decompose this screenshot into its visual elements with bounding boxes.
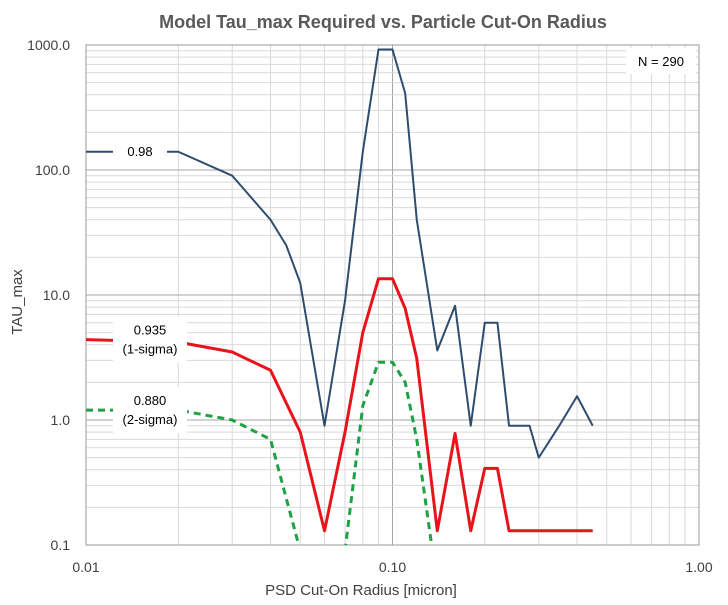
- grid: [86, 45, 699, 545]
- n-annotation: N = 290: [626, 48, 696, 74]
- y-tick-label: 1000.0: [27, 37, 70, 53]
- series-label-box: [113, 387, 187, 434]
- y-tick-label: 0.1: [51, 537, 71, 553]
- x-axis-title: PSD Cut-On Radius [micron]: [265, 582, 457, 599]
- series-label-1: 0.98: [113, 138, 167, 166]
- series-label-box: [113, 316, 187, 363]
- series-label-box: [113, 138, 167, 166]
- series-label-text: 0.98: [127, 144, 152, 159]
- plot-area-border: [85, 44, 700, 546]
- series-label-text: 0.935: [134, 323, 167, 338]
- series-label-3: 0.880 (2-sigma): [113, 387, 187, 434]
- chart-title: Model Tau_max Required vs. Particle Cut-…: [159, 12, 607, 32]
- y-tick-label: 100.0: [35, 162, 70, 178]
- series-labels: 0.98 0.935 (1-sigma) 0.880 (2-sigma): [113, 138, 187, 434]
- series-label-text: (2-sigma): [123, 412, 178, 427]
- series-line-1: [86, 48, 594, 459]
- y-tick-label: 10.0: [43, 287, 70, 303]
- n-annotation-box: [626, 48, 696, 74]
- n-annotation-text: N = 290: [638, 54, 684, 69]
- x-tick-label: 1.00: [685, 559, 712, 575]
- x-tick-label: 0.01: [72, 559, 99, 575]
- y-tick-label: 1.0: [51, 412, 71, 428]
- x-tick-label: 0.10: [379, 559, 406, 575]
- series-label-2: 0.935 (1-sigma): [113, 316, 187, 363]
- series-label-text: (1-sigma): [123, 342, 178, 357]
- tick-labels: 0.01 0.10 1.00 0.1 1.0 10.0 100.0 1000.0: [27, 37, 713, 575]
- y-axis-title: TAU_max: [9, 269, 26, 335]
- series-line-2: [86, 277, 593, 533]
- series-label-text: 0.880: [134, 393, 167, 408]
